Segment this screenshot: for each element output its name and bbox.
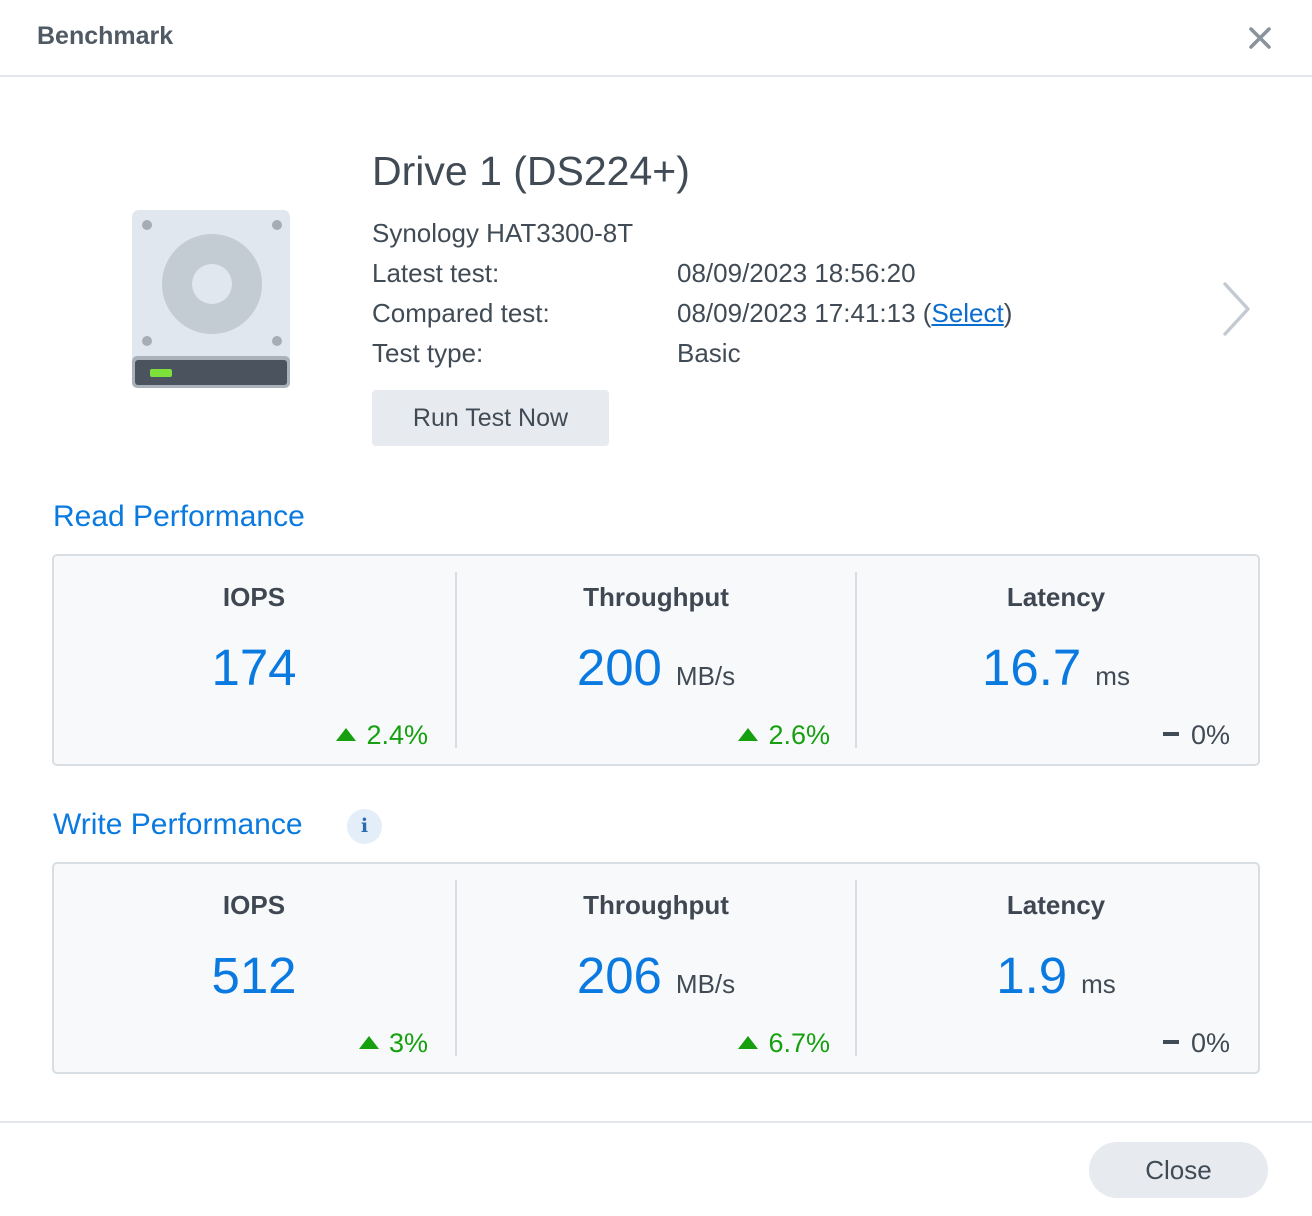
- read-latency-label: Latency: [1006, 582, 1106, 612]
- write-latency-delta-value: 0%: [1190, 1028, 1230, 1058]
- drive-name: Drive 1 (DS224+): [372, 148, 690, 194]
- compared-test-label: Compared test:: [372, 298, 550, 328]
- trend-up-icon: [738, 1036, 759, 1049]
- chevron-right-icon[interactable]: [1218, 280, 1254, 338]
- info-icon[interactable]: i: [347, 809, 382, 844]
- read-latency-unit: ms: [1095, 661, 1130, 691]
- test-type-value: Basic: [677, 338, 741, 368]
- write-latency-value-group: 1.9 ms: [856, 946, 1256, 1005]
- run-test-now-button[interactable]: Run Test Now: [372, 390, 609, 446]
- latest-test-label: Latest test:: [372, 258, 500, 288]
- trend-flat-icon: [1162, 732, 1179, 736]
- read-throughput-cell: Throughput 200 MB/s 2.6%: [456, 556, 856, 764]
- trend-up-icon: [336, 728, 357, 741]
- read-throughput-delta: 2.6%: [738, 720, 830, 751]
- write-throughput-value-group: 206 MB/s: [456, 946, 856, 1005]
- read-performance-title: Read Performance: [53, 500, 305, 533]
- read-iops-value-group: 174: [54, 638, 454, 697]
- read-throughput-label: Throughput: [583, 582, 729, 612]
- read-performance-panel: IOPS 174 2.4% Throughput 200 MB/s 2.6% La…: [52, 554, 1260, 766]
- trend-up-icon: [358, 1036, 379, 1049]
- drive-model: Synology HAT3300-8T: [372, 218, 634, 248]
- read-latency-value-group: 16.7 ms: [856, 638, 1256, 697]
- divider: [455, 880, 457, 1056]
- title-bar: Benchmark: [0, 0, 1312, 77]
- write-throughput-delta: 6.7%: [738, 1028, 830, 1059]
- test-type-label: Test type:: [372, 338, 484, 368]
- read-latency-delta: 0%: [1162, 720, 1230, 751]
- trend-flat-icon: [1162, 1040, 1179, 1044]
- write-iops-cell: IOPS 512 3%: [54, 864, 454, 1072]
- write-latency-unit: ms: [1081, 969, 1116, 999]
- read-throughput-unit: MB/s: [675, 661, 736, 691]
- compared-test-value-group: 08/09/2023 17:41:13 (Select): [677, 298, 1012, 329]
- close-button[interactable]: Close: [1089, 1142, 1268, 1198]
- paren-close: ): [1003, 298, 1013, 328]
- window-title: Benchmark: [37, 22, 174, 50]
- read-iops-label: IOPS: [222, 582, 286, 612]
- write-iops-delta-value: 3%: [388, 1028, 428, 1058]
- divider: [855, 880, 857, 1056]
- footer-divider: [0, 1121, 1312, 1123]
- divider: [855, 572, 857, 748]
- write-latency-label: Latency: [1006, 890, 1106, 920]
- select-link[interactable]: Select: [931, 298, 1004, 328]
- read-throughput-delta-value: 2.6%: [768, 720, 830, 750]
- read-throughput-value: 200: [576, 639, 662, 696]
- read-iops-delta: 2.4%: [336, 720, 428, 751]
- read-throughput-value-group: 200 MB/s: [456, 638, 856, 697]
- write-throughput-delta-value: 6.7%: [768, 1028, 830, 1058]
- read-iops-value: 174: [211, 639, 297, 696]
- write-latency-value: 1.9: [996, 947, 1068, 1004]
- write-throughput-value: 206: [576, 947, 662, 1004]
- write-throughput-unit: MB/s: [675, 969, 736, 999]
- latest-test-value: 08/09/2023 18:56:20: [677, 258, 916, 288]
- write-iops-delta: 3%: [358, 1028, 428, 1059]
- divider: [455, 572, 457, 748]
- write-performance-panel: IOPS 512 3% Throughput 206 MB/s 6.7% Late…: [52, 862, 1260, 1074]
- read-iops-cell: IOPS 174 2.4%: [54, 556, 454, 764]
- read-latency-delta-value: 0%: [1190, 720, 1230, 750]
- write-throughput-label: Throughput: [583, 890, 729, 920]
- read-latency-cell: Latency 16.7 ms 0%: [856, 556, 1256, 764]
- hard-drive-icon: [132, 210, 290, 388]
- read-iops-delta-value: 2.4%: [366, 720, 428, 750]
- write-latency-delta: 0%: [1162, 1028, 1230, 1059]
- write-iops-label: IOPS: [222, 890, 286, 920]
- close-icon[interactable]: [1244, 22, 1276, 54]
- compared-test-value: 08/09/2023 17:41:13: [677, 298, 916, 328]
- write-iops-value: 512: [211, 947, 297, 1004]
- paren-open: (: [915, 298, 932, 328]
- write-throughput-cell: Throughput 206 MB/s 6.7%: [456, 864, 856, 1072]
- trend-up-icon: [738, 728, 759, 741]
- write-performance-title: Write Performance: [53, 808, 303, 841]
- read-latency-value: 16.7: [982, 639, 1082, 696]
- write-iops-value-group: 512: [54, 946, 454, 1005]
- write-latency-cell: Latency 1.9 ms 0%: [856, 864, 1256, 1072]
